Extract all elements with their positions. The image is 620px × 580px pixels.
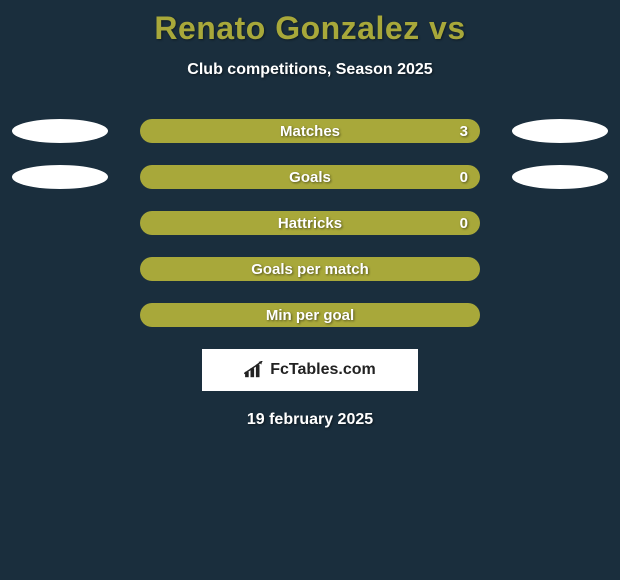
stat-value-right: 0 [460, 215, 468, 232]
bar-chart-icon [244, 361, 266, 379]
source-logo-box: FcTables.com [202, 349, 418, 391]
stat-bar: Matches 3 [140, 119, 480, 143]
stat-row-matches: Matches 3 [0, 119, 620, 145]
stat-label: Matches [280, 123, 340, 140]
stat-value-right: 0 [460, 169, 468, 186]
player-left-marker [12, 165, 108, 189]
season-subtitle: Club competitions, Season 2025 [0, 61, 620, 79]
stat-bar: Hattricks 0 [140, 211, 480, 235]
player-left-marker [12, 119, 108, 143]
player-right-marker [512, 165, 608, 189]
comparison-infographic: Renato Gonzalez vs Club competitions, Se… [0, 0, 620, 580]
stats-area: Matches 3 Goals 0 Hattricks 0 Goals per … [0, 119, 620, 329]
stat-label: Goals [289, 169, 331, 186]
stat-row-hattricks: Hattricks 0 [0, 211, 620, 237]
snapshot-date: 19 february 2025 [0, 411, 620, 429]
stat-label: Min per goal [266, 307, 354, 324]
stat-label: Hattricks [278, 215, 342, 232]
stat-bar: Min per goal [140, 303, 480, 327]
player-comparison-title: Renato Gonzalez vs [0, 0, 620, 47]
stat-row-goals-per-match: Goals per match [0, 257, 620, 283]
source-logo: FcTables.com [244, 361, 376, 379]
stat-row-min-per-goal: Min per goal [0, 303, 620, 329]
stat-row-goals: Goals 0 [0, 165, 620, 191]
stat-value-right: 3 [460, 123, 468, 140]
stat-bar: Goals per match [140, 257, 480, 281]
stat-bar: Goals 0 [140, 165, 480, 189]
source-logo-text: FcTables.com [270, 361, 376, 379]
player-right-marker [512, 119, 608, 143]
stat-label: Goals per match [251, 261, 369, 278]
